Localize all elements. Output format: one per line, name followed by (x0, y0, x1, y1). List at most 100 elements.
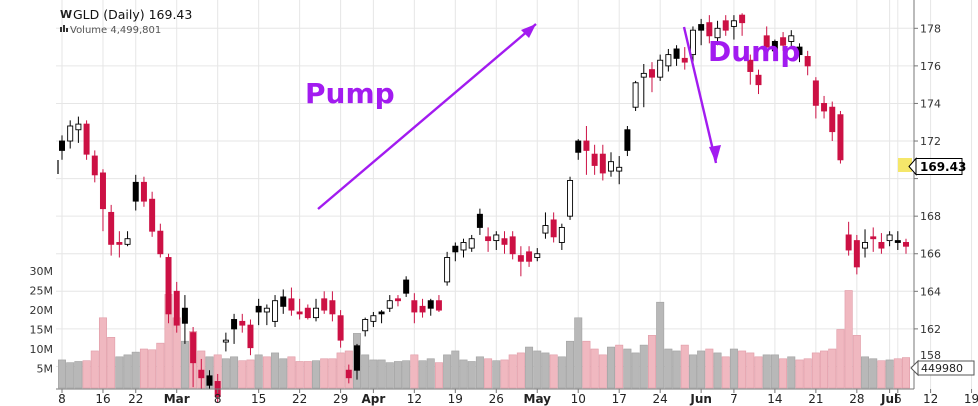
candle-body (140, 181, 147, 202)
volume-bar (549, 354, 558, 389)
candle-body (239, 320, 246, 326)
last-price-highlight (898, 158, 912, 172)
volume-bar (557, 356, 566, 389)
time-axis: 8 16 22 Mar 8 15 22 29 Apr 12 19 26 May 10 17 24 Jun 7 14 2… (58, 389, 978, 406)
candle-body (165, 257, 172, 315)
volume-bar (221, 358, 230, 389)
volume-bar (393, 361, 402, 389)
candle-body (378, 311, 385, 315)
pump-arrow (317, 23, 537, 210)
volume-bar (893, 358, 902, 389)
time-tick-label: May (524, 392, 552, 406)
time-tick-label: 22 (128, 392, 143, 406)
volume-bar (98, 317, 107, 389)
candle-body (206, 375, 213, 386)
candle-body (730, 20, 737, 27)
volume-bar (90, 350, 99, 389)
price-candles (59, 13, 909, 403)
candle-body (222, 339, 229, 343)
candle-body (780, 37, 787, 46)
candle-body (247, 324, 254, 349)
candle-body (706, 22, 713, 37)
volume-bar (607, 346, 615, 389)
candle-body (681, 57, 688, 63)
time-tick-label: 10 (571, 392, 586, 406)
candle-body (435, 300, 442, 311)
candle-body (83, 123, 90, 155)
volume-bar (492, 360, 501, 389)
volume-bar (312, 360, 321, 389)
time-tick-label: 12 (923, 392, 938, 406)
volume-bar (262, 356, 271, 389)
candle-body (59, 140, 65, 151)
candle-body (739, 14, 746, 24)
candle-body (632, 82, 639, 108)
candle-body (689, 29, 696, 56)
volume-bar (746, 352, 755, 389)
time-tick-label: 28 (849, 392, 864, 406)
time-tick-label: 19 (448, 392, 463, 406)
volume-bar (852, 335, 861, 389)
volume-bar (713, 352, 722, 389)
price-tick-label: 178 (920, 22, 941, 35)
volume-bar (738, 350, 747, 389)
last-price-box (915, 158, 963, 175)
volume-tick-label: 5M (37, 363, 54, 376)
time-tick-label: 26 (489, 392, 504, 406)
volume-bar (672, 350, 681, 389)
candle-body (403, 279, 410, 294)
volume-bar (369, 359, 378, 389)
volume-bar (434, 362, 443, 389)
volume-bar (328, 358, 337, 389)
candle-body (812, 80, 819, 106)
candle-body (648, 69, 655, 78)
volume-bar (680, 344, 689, 389)
candle-body (313, 307, 320, 319)
volume-bar (639, 344, 648, 389)
candle-body (755, 74, 762, 86)
price-tick-label: 162 (920, 323, 941, 336)
volume-bar (516, 352, 525, 389)
volume-bar (139, 348, 148, 389)
candle-body (821, 102, 828, 112)
volume-bar (861, 356, 870, 389)
candle-body (550, 219, 557, 238)
volume-bar (762, 354, 771, 389)
volume-bar (820, 350, 829, 389)
volume-bar (902, 357, 910, 389)
volume-bar (664, 348, 673, 389)
pump-annotation: Pump (305, 23, 537, 210)
candle-body (370, 315, 377, 322)
time-tick-label: 21 (808, 392, 823, 406)
volume-bar (66, 362, 75, 389)
volume-bar (295, 361, 304, 389)
candle-body (804, 56, 811, 67)
volume-bar (303, 361, 312, 389)
volume-bar (566, 340, 575, 389)
price-tick-label-partial: 158 (920, 349, 941, 362)
volume-bar (287, 356, 296, 389)
candle-body (509, 236, 516, 255)
volume-bar (836, 329, 845, 389)
candle-body (796, 46, 803, 56)
candle-body (886, 234, 893, 242)
time-tick-label: 12 (407, 392, 422, 406)
candle-body (67, 125, 74, 142)
volume-bar (541, 352, 550, 389)
candle-body (771, 41, 778, 52)
time-tick-label: 8 (58, 392, 66, 406)
price-tick-label: 172 (920, 135, 941, 148)
candle-body (853, 240, 860, 268)
candle-body (698, 24, 705, 31)
time-tick-label: 14 (767, 392, 782, 406)
price-tick-label: 174 (920, 97, 941, 110)
candle-body (181, 307, 188, 324)
price-tick-label: 166 (920, 248, 941, 261)
volume-bar (770, 354, 779, 389)
pump-arrowhead (521, 24, 536, 38)
time-tick-label: 16 (95, 392, 110, 406)
volume-bar (754, 356, 763, 389)
candle-body (173, 290, 180, 326)
symbol-icon: W (60, 8, 72, 21)
